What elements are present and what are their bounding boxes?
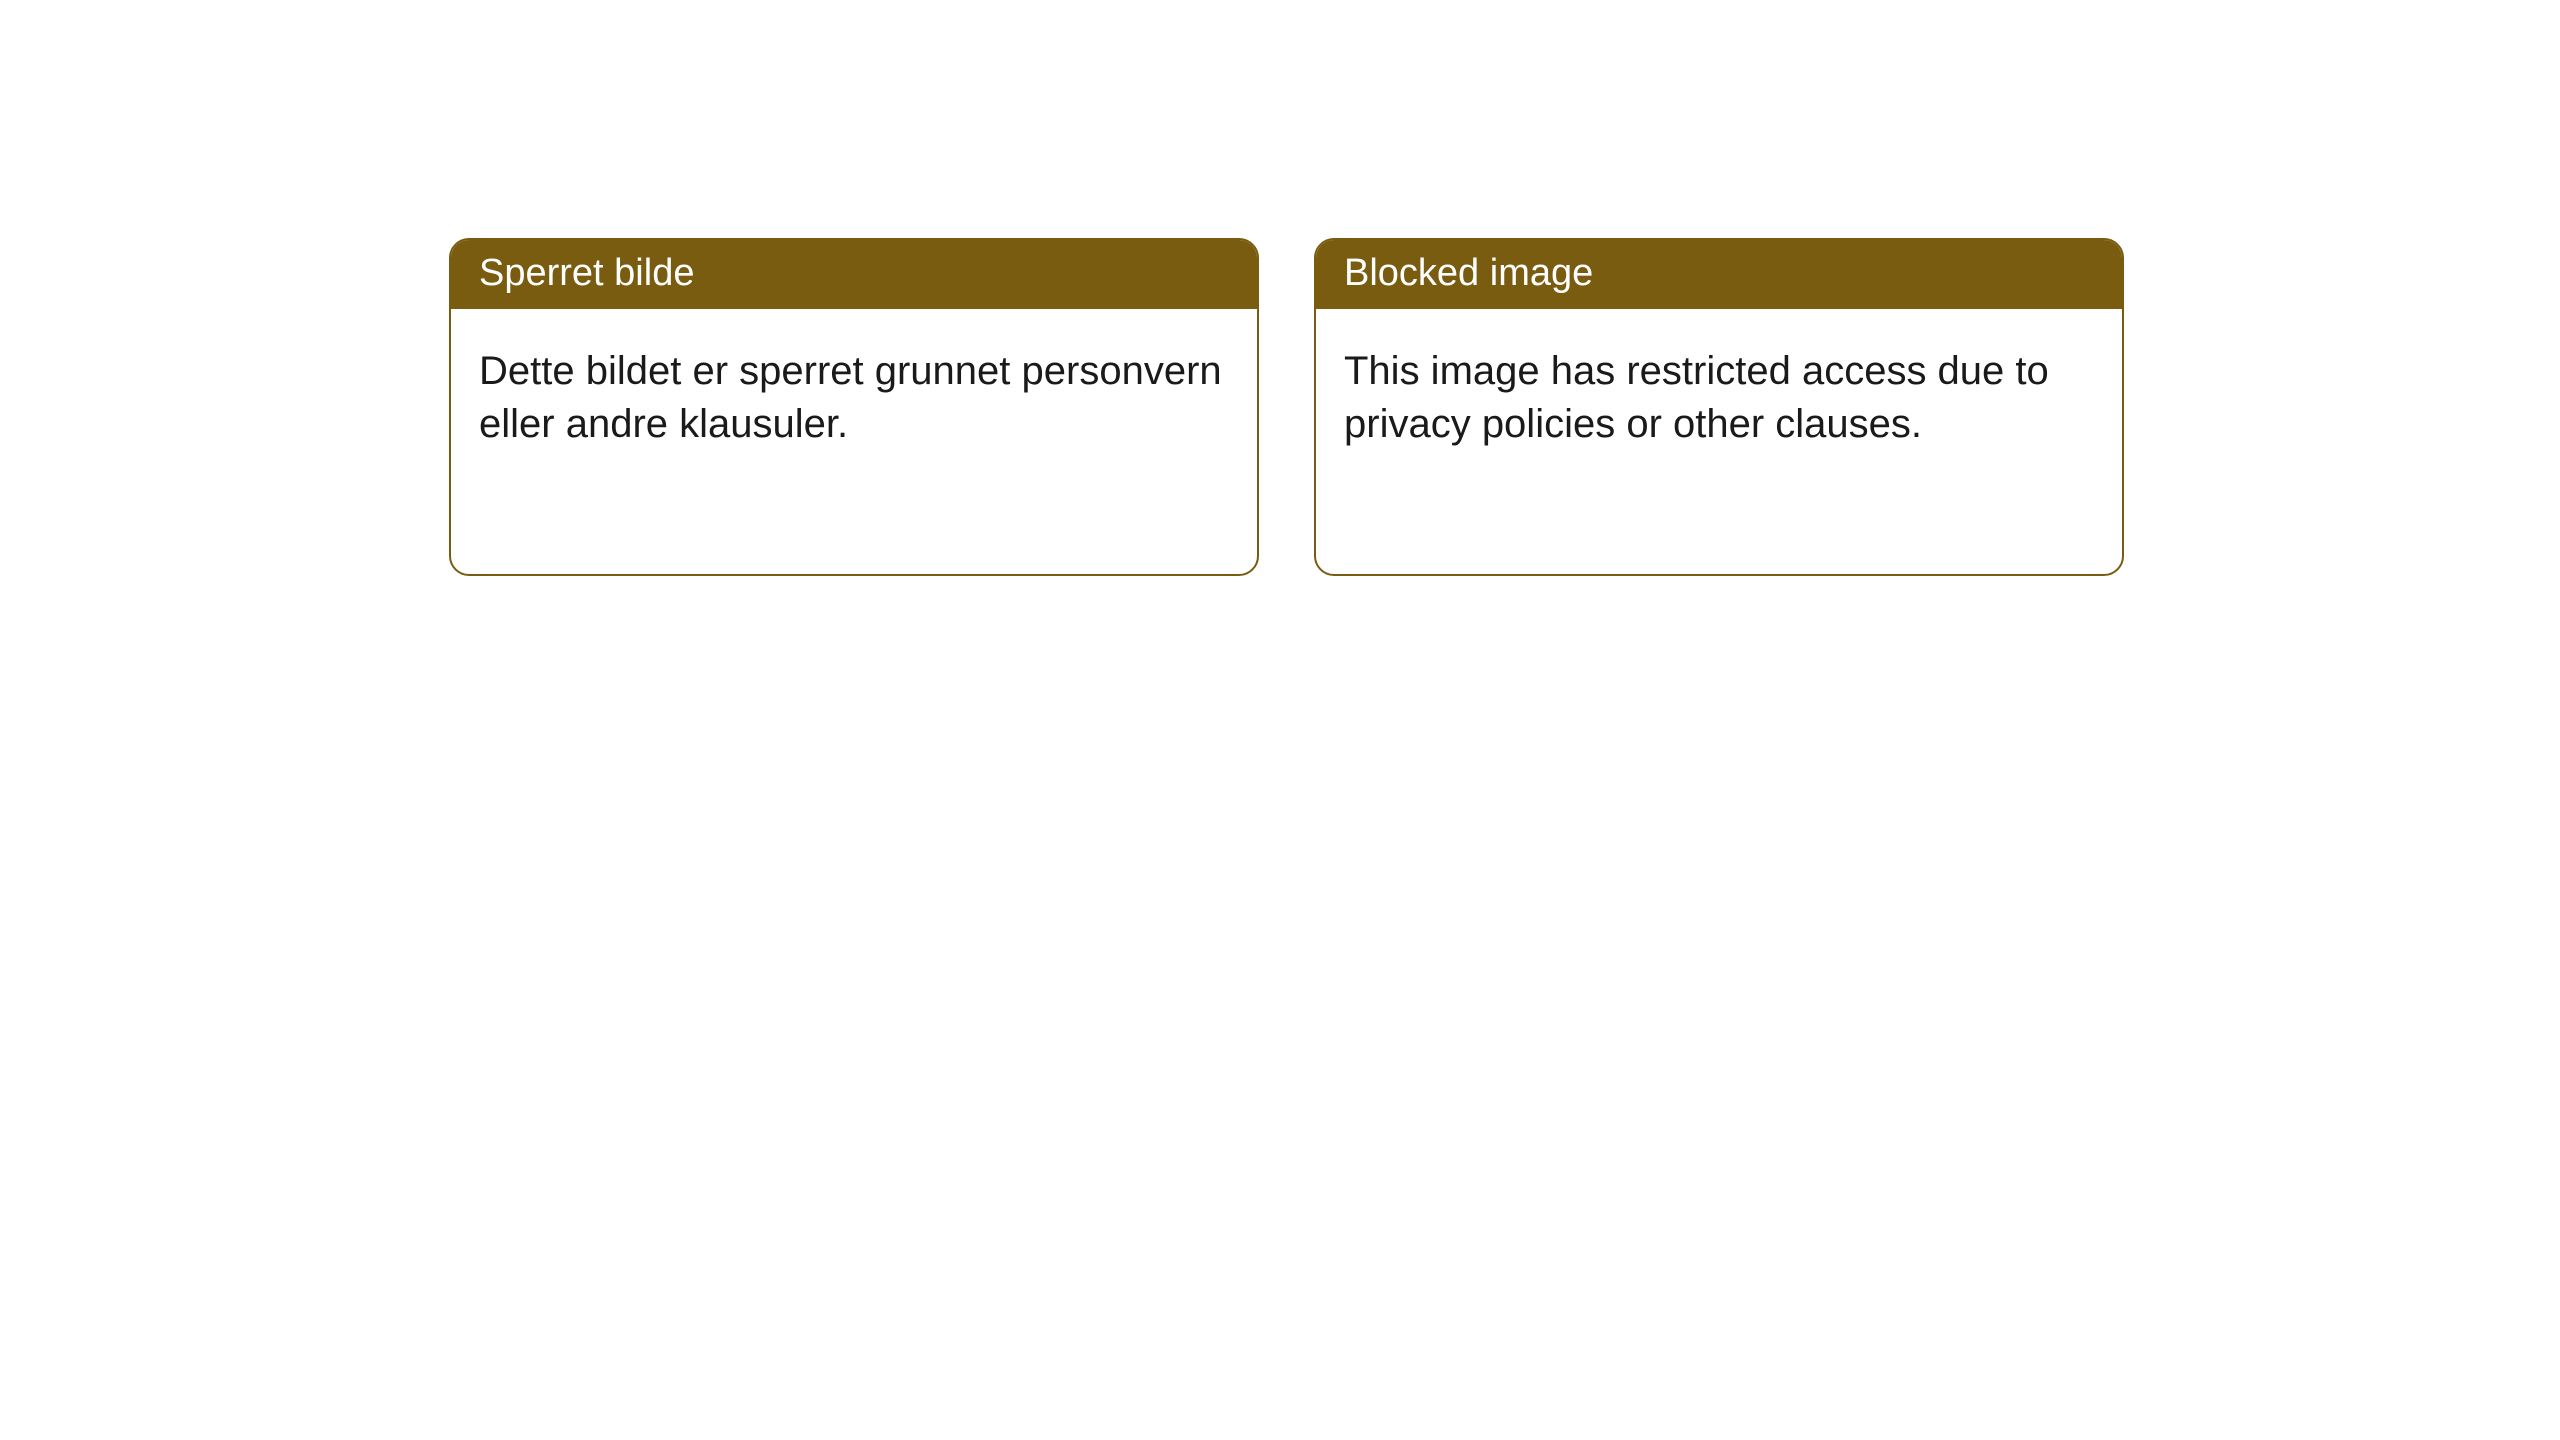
card-body: Dette bildet er sperret grunnet personve… bbox=[451, 309, 1257, 487]
card-body-text: This image has restricted access due to … bbox=[1344, 349, 2049, 446]
notice-cards-container: Sperret bilde Dette bildet er sperret gr… bbox=[449, 238, 2124, 576]
card-body: This image has restricted access due to … bbox=[1316, 309, 2122, 487]
notice-card-english: Blocked image This image has restricted … bbox=[1314, 238, 2124, 576]
notice-card-norwegian: Sperret bilde Dette bildet er sperret gr… bbox=[449, 238, 1259, 576]
card-header: Blocked image bbox=[1316, 240, 2122, 309]
card-title: Sperret bilde bbox=[479, 252, 694, 294]
card-body-text: Dette bildet er sperret grunnet personve… bbox=[479, 349, 1222, 446]
card-header: Sperret bilde bbox=[451, 240, 1257, 309]
card-title: Blocked image bbox=[1344, 252, 1593, 294]
